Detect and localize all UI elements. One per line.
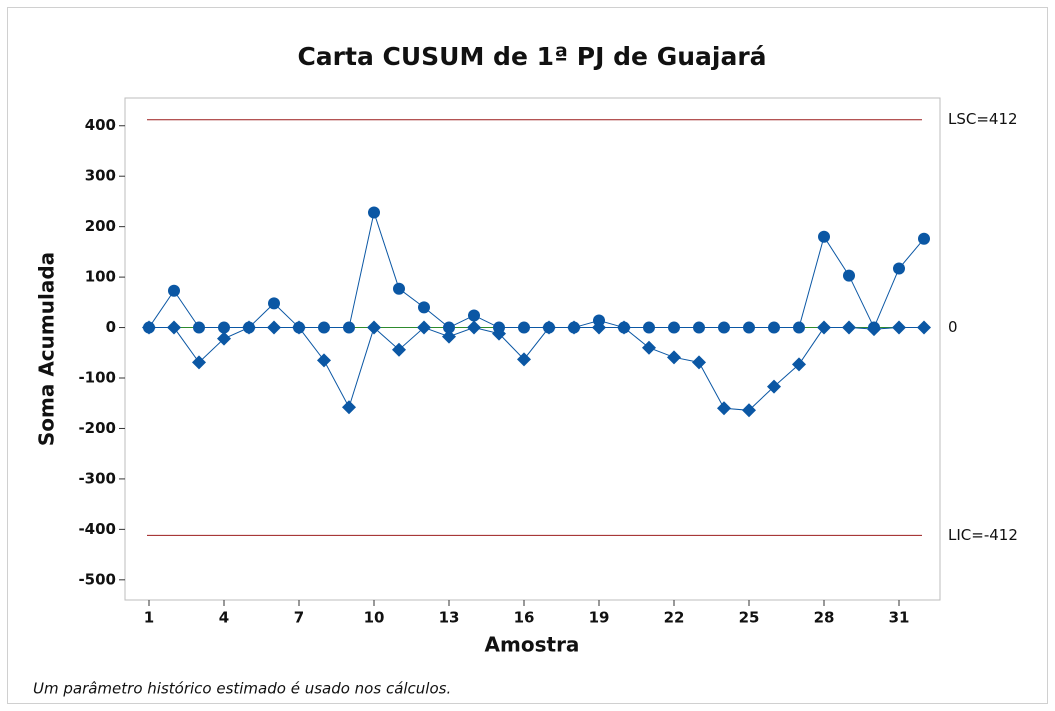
y-axis-label: Soma Acumulada [35,252,59,446]
x-tick-label: 25 [739,609,760,627]
marker [468,309,480,322]
y-tick-label: 100 [85,268,116,286]
x-tick-label: 10 [364,609,385,627]
y-tick-label: -200 [78,419,116,437]
marker [668,321,680,334]
control-label: 0 [948,318,958,336]
marker [843,269,855,282]
marker [593,314,605,327]
x-tick-label: 4 [219,609,229,627]
marker [917,320,931,335]
y-tick-label: 0 [106,318,116,336]
x-tick-label: 1 [144,609,154,627]
marker [342,400,356,415]
marker [343,321,355,334]
marker [717,401,731,416]
x-tick-label: 22 [664,609,685,627]
footnote: Um parâmetro histórico estimado é usado … [33,680,451,698]
marker [742,403,756,418]
x-tick-label: 16 [514,609,535,627]
marker [418,301,430,314]
y-tick-label: -400 [78,520,116,538]
x-tick-label: 28 [814,609,835,627]
marker [918,232,930,245]
x-tick-label: 19 [589,609,610,627]
marker [667,350,681,365]
marker [517,352,531,367]
marker [743,321,755,334]
marker [768,321,780,334]
y-tick-label: -500 [78,570,116,588]
marker [818,230,830,243]
marker [192,355,206,370]
marker [542,320,556,335]
marker [193,321,205,334]
marker [793,321,805,334]
marker [393,282,405,295]
marker [367,320,381,335]
marker [817,320,831,335]
y-tick-label: 400 [85,116,116,134]
x-tick-label: 13 [439,609,460,627]
chart-title: Carta CUSUM de 1ª PJ de Guajará [297,42,766,71]
marker [492,326,506,341]
marker [392,342,406,357]
marker [443,321,455,334]
marker [217,331,231,346]
marker [467,320,481,335]
control-label: LIC=-412 [948,526,1018,544]
marker [292,320,306,335]
marker [893,262,905,275]
marker [518,321,530,334]
marker [693,321,705,334]
x-tick-label: 7 [294,609,304,627]
marker [267,320,281,335]
y-tick-label: -100 [78,369,116,387]
x-tick-label: 31 [889,609,910,627]
marker [767,379,781,394]
marker [168,284,180,297]
marker [417,320,431,335]
x-axis-label: Amostra [485,633,580,657]
y-tick-label: -300 [78,469,116,487]
marker [642,340,656,355]
marker [268,297,280,310]
control-label: LSC=412 [948,110,1018,128]
marker [692,355,706,370]
marker [567,320,581,335]
marker [842,320,856,335]
marker [242,320,256,335]
marker [442,329,456,344]
y-tick-label: 300 [85,167,116,185]
marker [892,320,906,335]
marker [317,353,331,368]
marker [617,320,631,335]
plot-area [124,97,941,601]
marker [867,322,881,337]
marker [592,320,606,335]
marker [792,357,806,372]
marker [368,206,380,219]
marker [718,321,730,334]
marker [167,320,181,335]
marker [142,320,156,335]
marker [643,321,655,334]
marker [318,321,330,334]
y-tick-label: 200 [85,217,116,235]
marker [218,321,230,334]
